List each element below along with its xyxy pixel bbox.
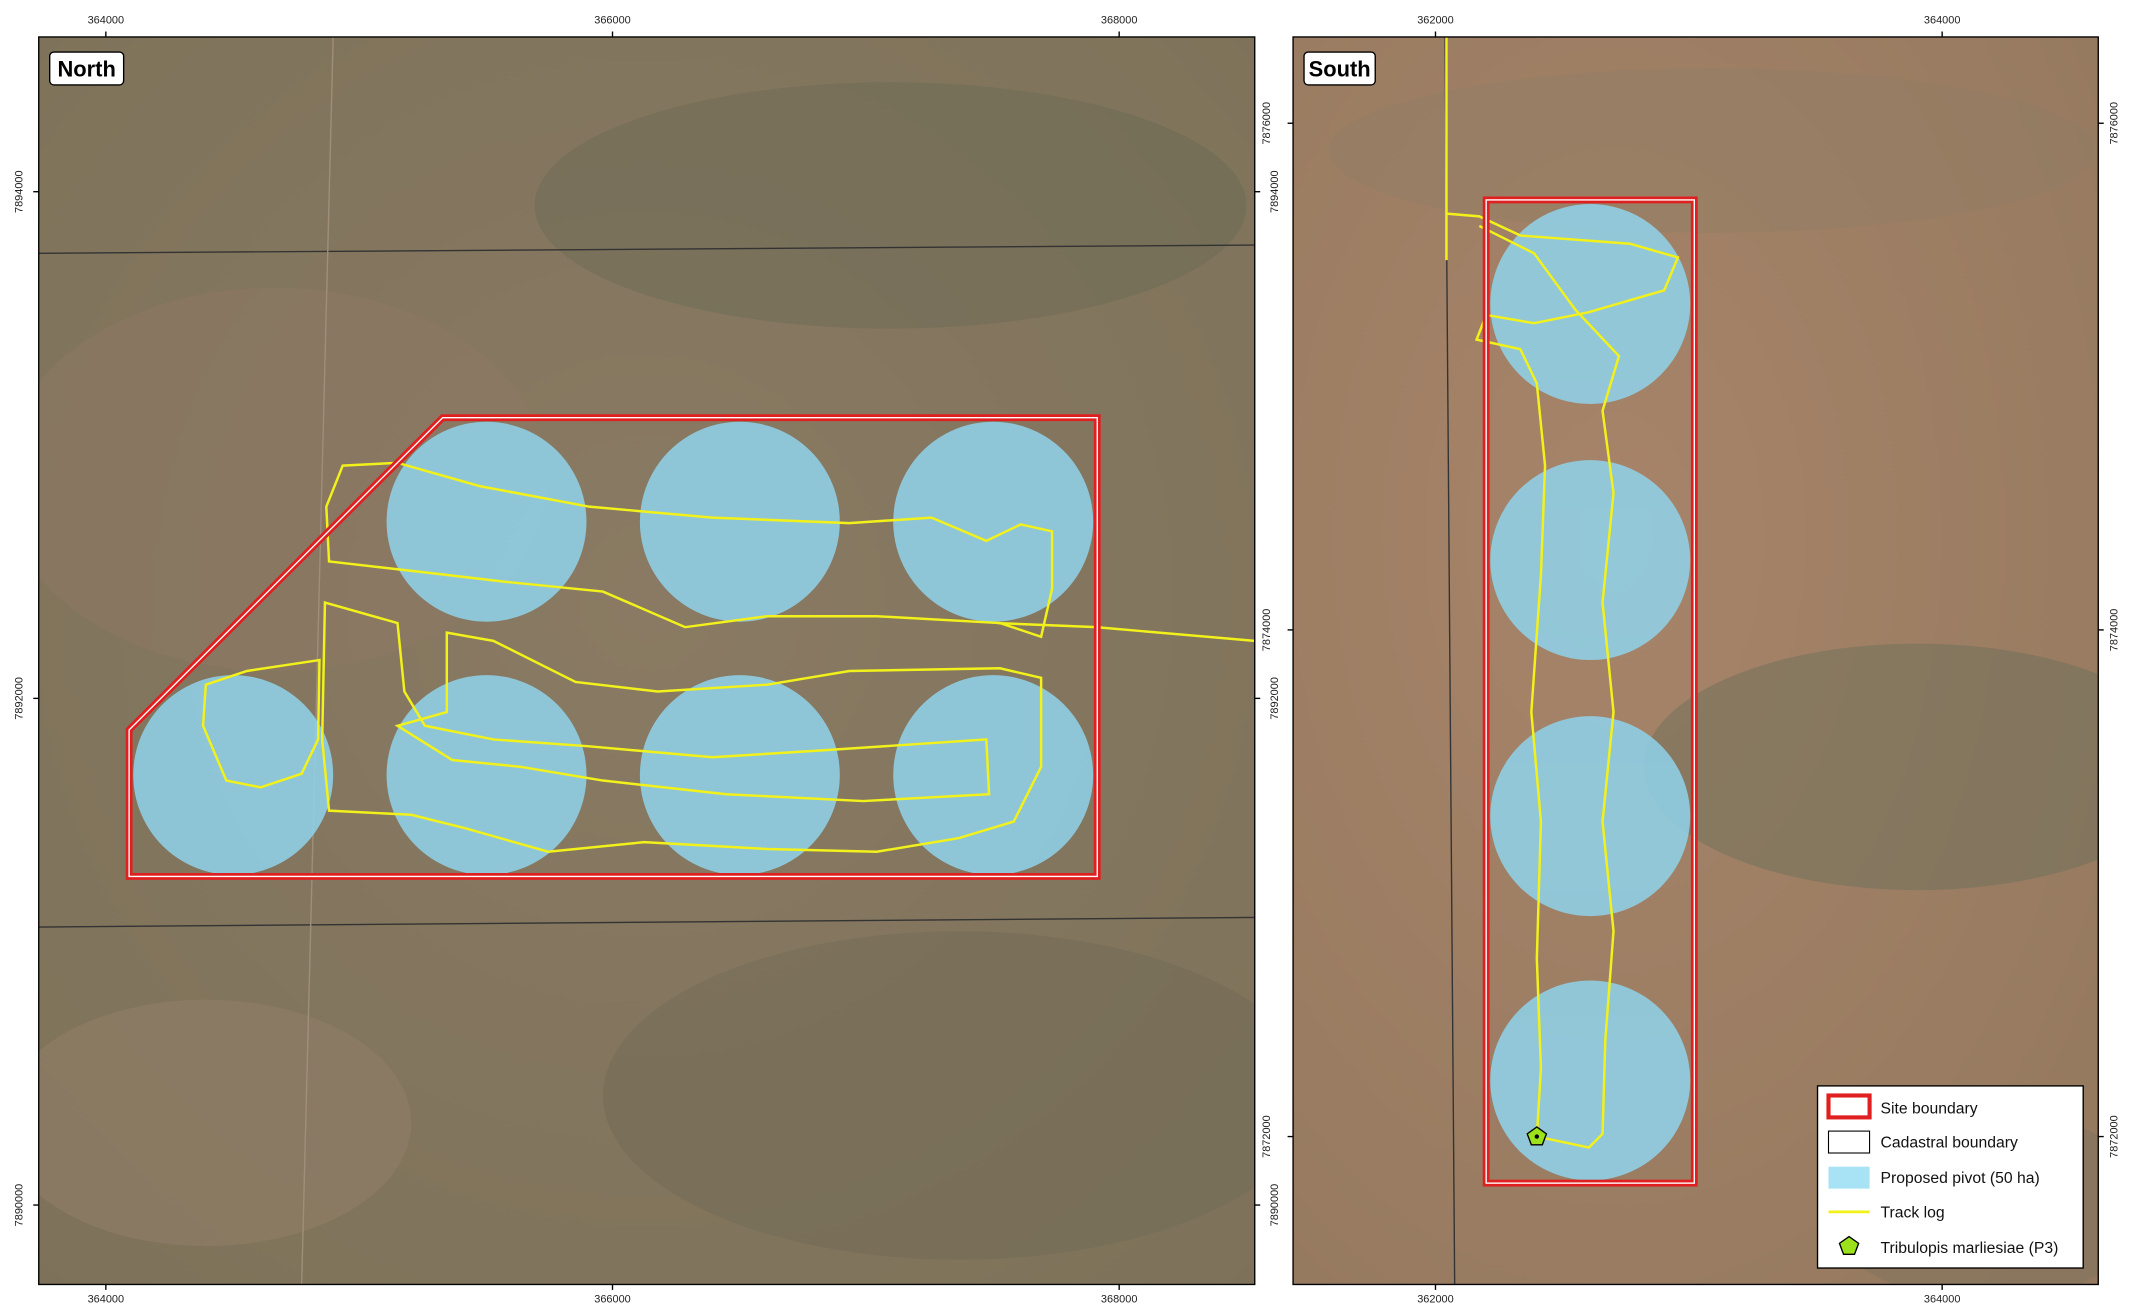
- x-tick-label: 364000: [88, 14, 124, 26]
- pivots: [133, 421, 1094, 876]
- legend-label: Track log: [1881, 1204, 1945, 1221]
- track-log: [1446, 212, 1680, 1149]
- pivot: [1490, 716, 1691, 917]
- panel-label: North: [57, 57, 115, 82]
- legend-label: Proposed pivot (50 ha): [1881, 1170, 2040, 1187]
- imagery: [1328, 68, 2096, 233]
- track-log: [320, 600, 1043, 853]
- panel-frame: [1292, 36, 2099, 1286]
- track-log: [325, 461, 1054, 639]
- x-tick-label: 364000: [1924, 1293, 1961, 1305]
- imagery: [534, 82, 1247, 329]
- y-tick-label: 7876000: [2108, 102, 2120, 145]
- x-tick-label: 362000: [1417, 1293, 1454, 1305]
- panel-label: South: [1309, 57, 1371, 82]
- legend: Site boundary Cadastral boundary Propose…: [1816, 1085, 2084, 1269]
- north-panel: [38, 36, 1255, 1285]
- track-log: [201, 658, 321, 789]
- imagery: [603, 931, 1255, 1260]
- pivot: [133, 675, 334, 876]
- x-tick-label: 364000: [1924, 14, 1961, 26]
- cadastral-boundary: [38, 916, 1255, 928]
- x-tick-label: 368000: [1101, 1293, 1138, 1305]
- y-tick-label: 7892000: [13, 677, 25, 720]
- y-tick-label: 7876000: [1261, 102, 1273, 145]
- y-tick-label: 7872000: [1261, 1115, 1273, 1158]
- legend-label: Cadastral boundary: [1881, 1135, 2018, 1152]
- imagery: [1643, 643, 2099, 891]
- pivot: [386, 675, 587, 876]
- y-tick-label: 7872000: [2108, 1115, 2120, 1158]
- y-tick-label: 7874000: [1261, 609, 1273, 652]
- y-tick-label: 7894000: [1269, 170, 1281, 213]
- pivot: [639, 421, 840, 622]
- species-record-dot: [1534, 1134, 1540, 1139]
- pivot: [1490, 204, 1691, 404]
- pivot: [893, 421, 1094, 622]
- x-tick-label: 364000: [88, 1293, 124, 1305]
- y-tick-label: 7894000: [13, 170, 25, 213]
- x-tick-label: 368000: [1101, 14, 1138, 26]
- x-tick-label: 366000: [594, 1293, 631, 1305]
- pivot: [639, 675, 840, 876]
- y-tick-label: 7874000: [2108, 609, 2120, 652]
- pivot: [893, 675, 1094, 876]
- legend-symbol: [1828, 1166, 1870, 1189]
- south-panel: [1293, 36, 2099, 1285]
- panel-frame: [38, 36, 1256, 1286]
- legend-symbol: [1827, 1130, 1871, 1154]
- pivot: [1490, 460, 1691, 661]
- legend-symbol: [1838, 1235, 1860, 1256]
- legend-symbol: [1826, 1093, 1872, 1120]
- y-tick-label: 7890000: [13, 1184, 25, 1227]
- legend-label: Tribulopis marliesiae (P3): [1881, 1240, 2059, 1257]
- track-log: [1445, 36, 1680, 1149]
- y-tick-label: 7892000: [1269, 677, 1281, 720]
- imagery: [38, 999, 412, 1247]
- panel-label-box: [49, 51, 125, 86]
- site-boundary: [128, 416, 1098, 878]
- cadastral-boundary: [38, 244, 1255, 255]
- site-boundary: [1485, 199, 1695, 1184]
- pivot: [386, 421, 587, 622]
- x-tick-label: 366000: [594, 14, 631, 26]
- x-tick-label: 362000: [1417, 14, 1454, 26]
- legend-label: Site boundary: [1881, 1100, 1978, 1117]
- pivot: [1490, 980, 1691, 1181]
- y-tick-label: 7890000: [1269, 1184, 1281, 1227]
- panel-label-box: [1303, 51, 1376, 86]
